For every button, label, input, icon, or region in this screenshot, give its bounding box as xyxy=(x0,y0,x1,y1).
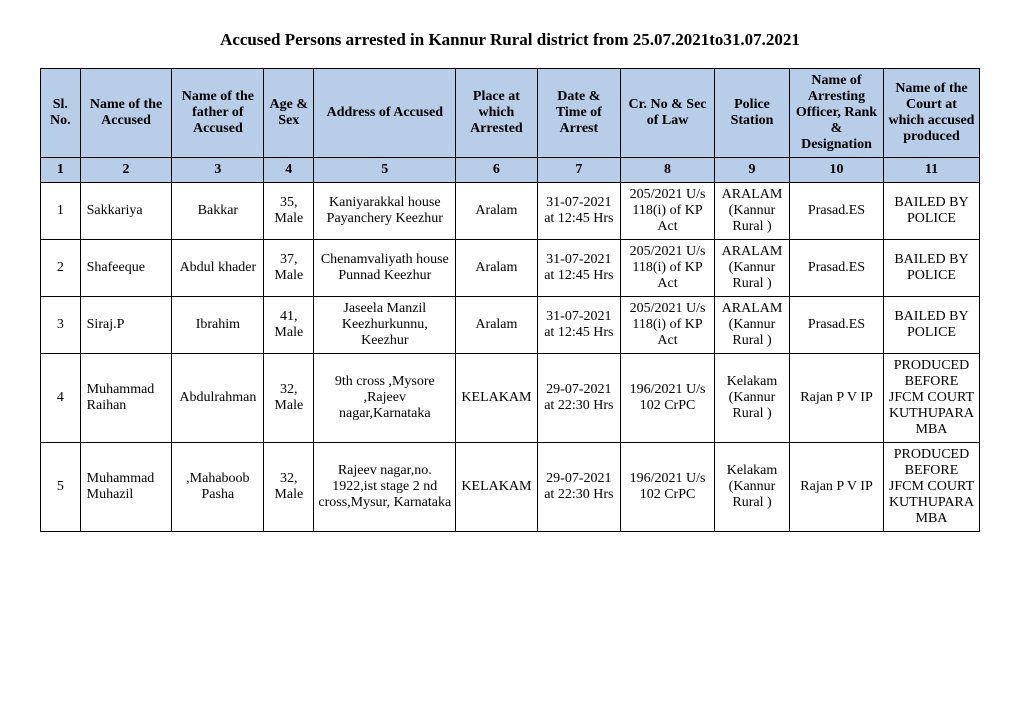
cell-name: Sakkariya xyxy=(80,183,172,240)
cell-father: Abdul khader xyxy=(172,240,264,297)
cell-date: 29-07-2021 at 22:30 Hrs xyxy=(537,354,620,443)
header-officer: Name of Arresting Officer, Rank & Design… xyxy=(790,69,884,158)
colnum-2: 2 xyxy=(80,158,172,183)
cell-date: 29-07-2021 at 22:30 Hrs xyxy=(537,443,620,532)
cell-court: PRODUCED BEFORE JFCM COURT KUTHUPARAMBA xyxy=(883,354,979,443)
cell-court: PRODUCED BEFORE JFCM COURT KUTHUPARAMBA xyxy=(883,443,979,532)
cell-father: Abdulrahman xyxy=(172,354,264,443)
header-court: Name of the Court at which accused produ… xyxy=(883,69,979,158)
cell-date: 31-07-2021 at 12:45 Hrs xyxy=(537,297,620,354)
cell-place: Aralam xyxy=(456,240,537,297)
header-place: Place at which Arrested xyxy=(456,69,537,158)
colnum-1: 1 xyxy=(41,158,81,183)
cell-station: Kelakam (Kannur Rural ) xyxy=(714,354,789,443)
cell-place: KELAKAM xyxy=(456,443,537,532)
header-father: Name of the father of Accused xyxy=(172,69,264,158)
cell-officer: Prasad.ES xyxy=(790,240,884,297)
cell-sl: 4 xyxy=(41,354,81,443)
header-station: Police Station xyxy=(714,69,789,158)
table-row: 4Muhammad RaihanAbdulrahman32, Male9th c… xyxy=(41,354,980,443)
colnum-8: 8 xyxy=(621,158,715,183)
cell-sl: 3 xyxy=(41,297,81,354)
cell-officer: Prasad.ES xyxy=(790,297,884,354)
table-row: 1SakkariyaBakkar35, MaleKaniyarakkal hou… xyxy=(41,183,980,240)
colnum-5: 5 xyxy=(314,158,456,183)
cell-father: Ibrahim xyxy=(172,297,264,354)
cell-officer: Rajan P V IP xyxy=(790,443,884,532)
cell-address: Kaniyarakkal house Payanchery Keezhur xyxy=(314,183,456,240)
cell-age: 37, Male xyxy=(264,240,314,297)
cell-name: Shafeeque xyxy=(80,240,172,297)
header-address: Address of Accused xyxy=(314,69,456,158)
header-sl: Sl. No. xyxy=(41,69,81,158)
column-number-row: 1 2 3 4 5 6 7 8 9 10 11 xyxy=(41,158,980,183)
cell-court: BAILED BY POLICE xyxy=(883,297,979,354)
cell-section: 205/2021 U/s 118(i) of KP Act xyxy=(621,240,715,297)
header-name: Name of the Accused xyxy=(80,69,172,158)
cell-date: 31-07-2021 at 12:45 Hrs xyxy=(537,183,620,240)
arrest-table: Sl. No. Name of the Accused Name of the … xyxy=(40,68,980,532)
colnum-7: 7 xyxy=(537,158,620,183)
cell-section: 196/2021 U/s 102 CrPC xyxy=(621,354,715,443)
cell-section: 205/2021 U/s 118(i) of KP Act xyxy=(621,183,715,240)
cell-age: 32, Male xyxy=(264,443,314,532)
header-age: Age & Sex xyxy=(264,69,314,158)
cell-officer: Prasad.ES xyxy=(790,183,884,240)
cell-officer: Rajan P V IP xyxy=(790,354,884,443)
colnum-10: 10 xyxy=(790,158,884,183)
table-row: 3Siraj.PIbrahim41, MaleJaseela Manzil Ke… xyxy=(41,297,980,354)
cell-father: Bakkar xyxy=(172,183,264,240)
colnum-11: 11 xyxy=(883,158,979,183)
cell-section: 196/2021 U/s 102 CrPC xyxy=(621,443,715,532)
cell-court: BAILED BY POLICE xyxy=(883,240,979,297)
page-title: Accused Persons arrested in Kannur Rural… xyxy=(40,30,980,50)
cell-age: 35, Male xyxy=(264,183,314,240)
cell-place: KELAKAM xyxy=(456,354,537,443)
colnum-4: 4 xyxy=(264,158,314,183)
cell-father: ,Mahaboob Pasha xyxy=(172,443,264,532)
cell-address: 9th cross ,Mysore ,Rajeev nagar,Karnatak… xyxy=(314,354,456,443)
header-date: Date & Time of Arrest xyxy=(537,69,620,158)
colnum-6: 6 xyxy=(456,158,537,183)
cell-address: Chenamvaliyath house Punnad Keezhur xyxy=(314,240,456,297)
cell-name: Muhammad Muhazil xyxy=(80,443,172,532)
cell-address: Jaseela Manzil Keezhurkunnu, Keezhur xyxy=(314,297,456,354)
cell-station: ARALAM (Kannur Rural ) xyxy=(714,183,789,240)
cell-sl: 2 xyxy=(41,240,81,297)
header-row: Sl. No. Name of the Accused Name of the … xyxy=(41,69,980,158)
colnum-9: 9 xyxy=(714,158,789,183)
table-row: 2ShafeequeAbdul khader37, MaleChenamvali… xyxy=(41,240,980,297)
table-row: 5Muhammad Muhazil,Mahaboob Pasha32, Male… xyxy=(41,443,980,532)
cell-place: Aralam xyxy=(456,297,537,354)
cell-sl: 1 xyxy=(41,183,81,240)
cell-age: 32, Male xyxy=(264,354,314,443)
cell-station: ARALAM (Kannur Rural ) xyxy=(714,240,789,297)
cell-sl: 5 xyxy=(41,443,81,532)
cell-age: 41, Male xyxy=(264,297,314,354)
header-section: Cr. No & Sec of Law xyxy=(621,69,715,158)
cell-name: Muhammad Raihan xyxy=(80,354,172,443)
cell-date: 31-07-2021 at 12:45 Hrs xyxy=(537,240,620,297)
cell-place: Aralam xyxy=(456,183,537,240)
cell-station: ARALAM (Kannur Rural ) xyxy=(714,297,789,354)
cell-station: Kelakam (Kannur Rural ) xyxy=(714,443,789,532)
cell-address: Rajeev nagar,no. 1922,ist stage 2 nd cro… xyxy=(314,443,456,532)
colnum-3: 3 xyxy=(172,158,264,183)
cell-section: 205/2021 U/s 118(i) of KP Act xyxy=(621,297,715,354)
cell-court: BAILED BY POLICE xyxy=(883,183,979,240)
cell-name: Siraj.P xyxy=(80,297,172,354)
table-body: 1SakkariyaBakkar35, MaleKaniyarakkal hou… xyxy=(41,183,980,532)
